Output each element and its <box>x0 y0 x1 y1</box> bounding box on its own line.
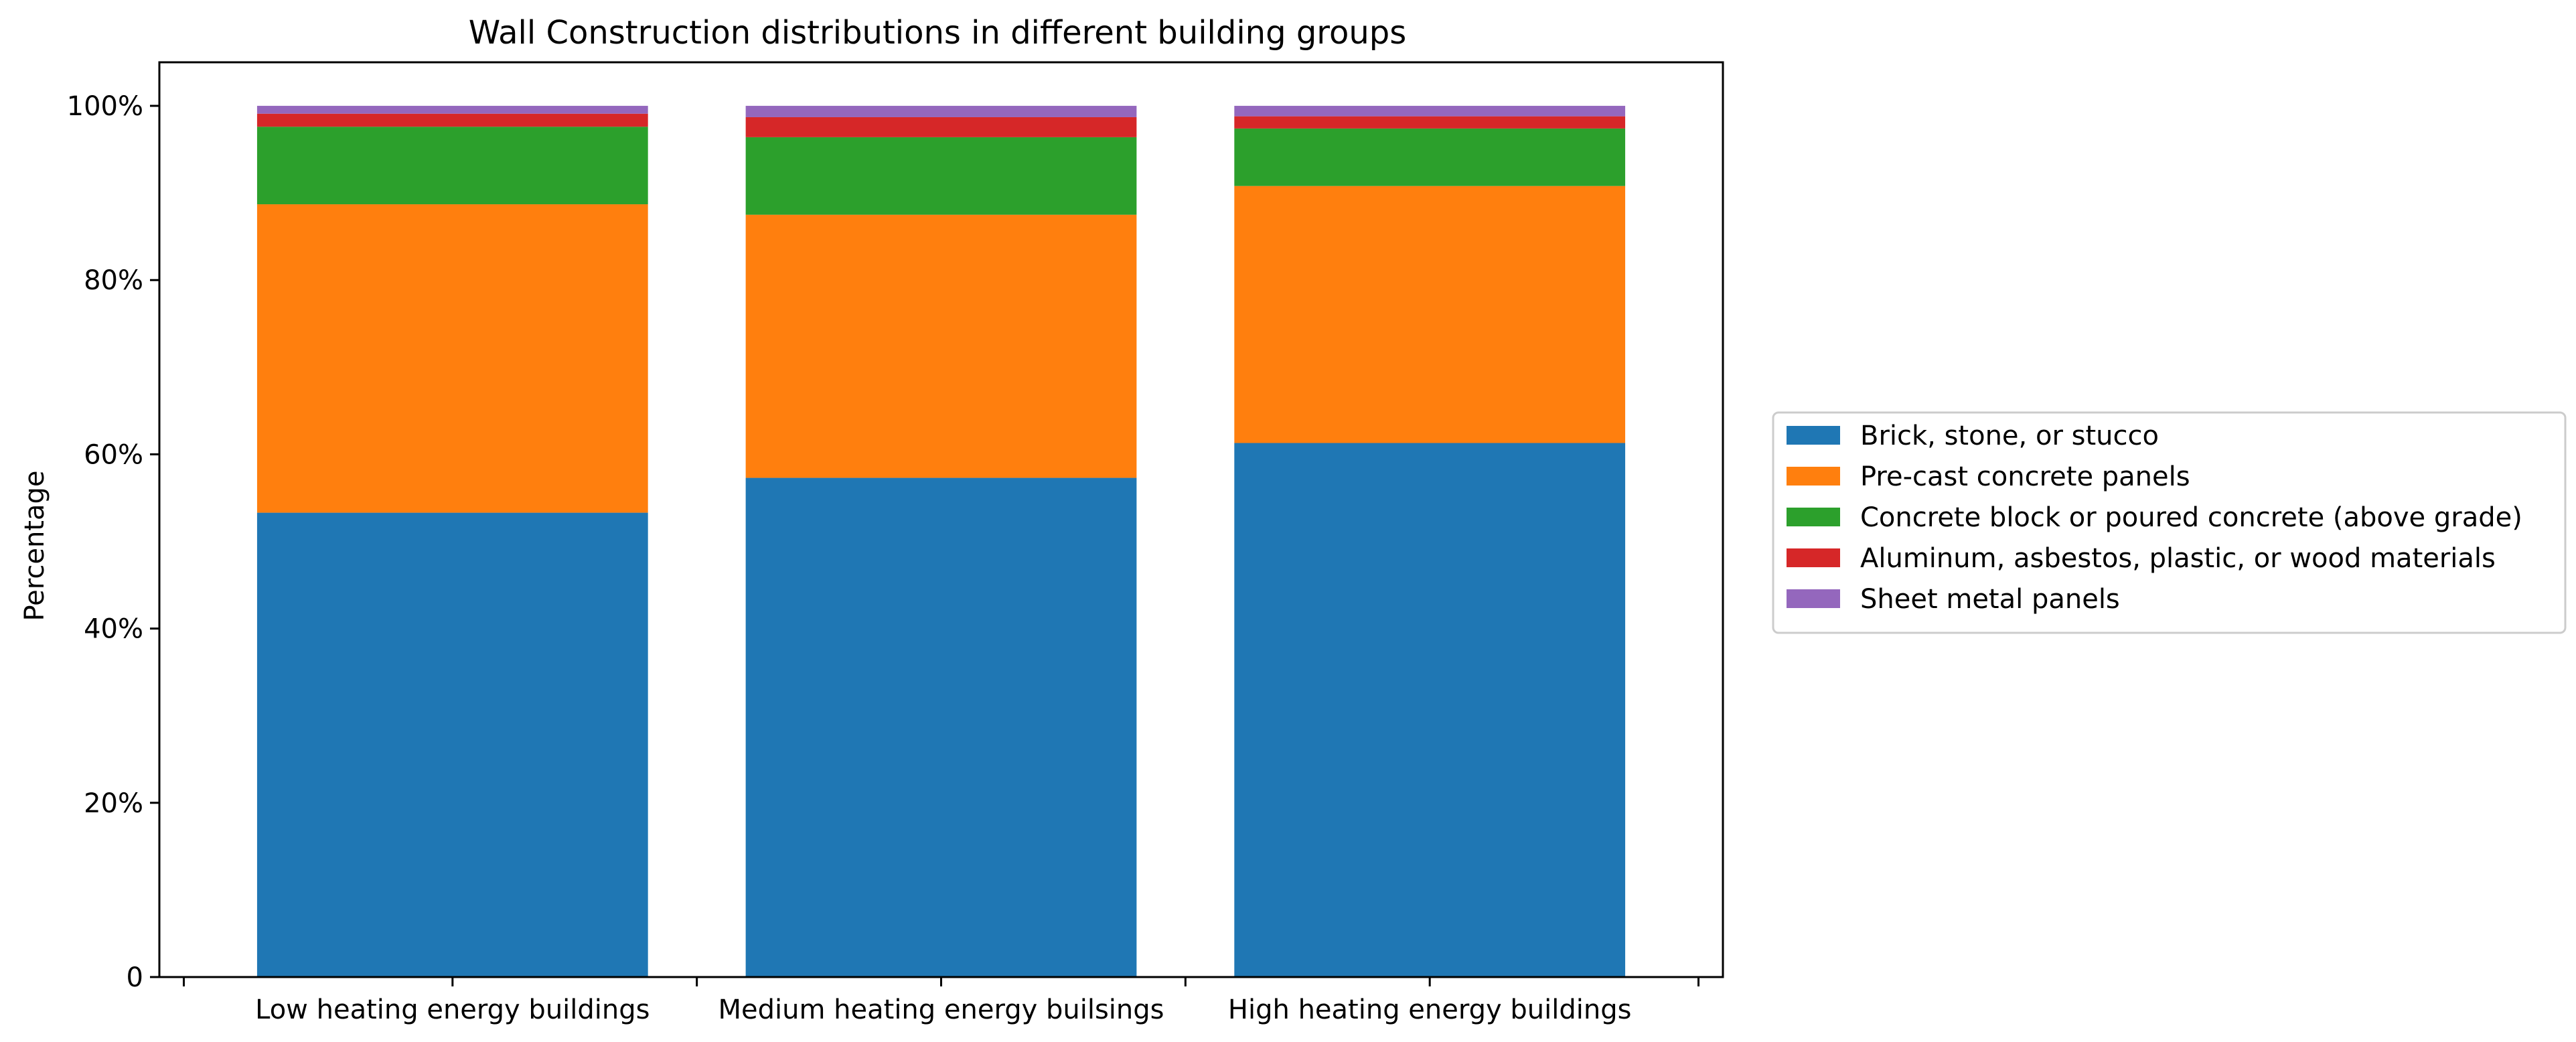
y-tick-label: 40% <box>84 614 143 645</box>
bar-segment <box>1234 128 1626 186</box>
bar-segment <box>1234 106 1626 117</box>
bar-segment <box>1234 185 1626 443</box>
legend-swatch <box>1787 589 1840 608</box>
legend: Brick, stone, or stucco Pre-cast concrete… <box>1772 411 2567 634</box>
x-tick-label: Low heating energy buildings <box>255 994 650 1025</box>
bar-segment <box>745 137 1137 215</box>
y-tick-label: 20% <box>84 788 143 819</box>
bar-segment <box>256 204 648 513</box>
legend-label: Brick, stone, or stucco <box>1860 421 2159 451</box>
legend-swatch <box>1787 426 1840 445</box>
legend-label: Pre-cast concrete panels <box>1860 461 2190 492</box>
bar-segment <box>745 117 1137 137</box>
x-tick-label: Medium heating energy builsings <box>718 994 1164 1025</box>
y-tick-label: 60% <box>84 439 143 470</box>
legend-label: Sheet metal panels <box>1860 584 2120 615</box>
x-tick-label: High heating energy buildings <box>1228 994 1632 1025</box>
legend-swatch <box>1787 548 1840 567</box>
legend-label: Concrete block or poured concrete (above… <box>1860 502 2522 533</box>
chart-title: Wall Construction distributions in diffe… <box>469 14 1406 52</box>
bar-segment <box>1234 116 1626 129</box>
legend-label: Aluminum, asbestos, plastic, or wood mat… <box>1860 543 2496 574</box>
bar-segment <box>256 106 648 114</box>
axes-layer: 0 20% 40% 60% 80% 100% Low heating energy buil… <box>67 61 1724 1025</box>
bars-layer <box>256 106 1626 977</box>
bar-segment <box>256 512 648 977</box>
bar-segment <box>745 477 1137 977</box>
bar-segment <box>256 127 648 205</box>
y-axis-label: Percentage <box>19 470 50 621</box>
bar-segment <box>745 106 1137 117</box>
y-tick-label: 100% <box>67 91 143 122</box>
y-tick-label: 80% <box>84 265 143 296</box>
legend-frame <box>1772 411 2567 634</box>
bar-segment <box>745 214 1137 478</box>
bar-segment <box>1234 443 1626 977</box>
legend-swatch <box>1787 467 1840 486</box>
legend-swatch <box>1787 508 1840 526</box>
bar-segment <box>256 113 648 127</box>
y-tick-label: 0 <box>127 962 143 993</box>
